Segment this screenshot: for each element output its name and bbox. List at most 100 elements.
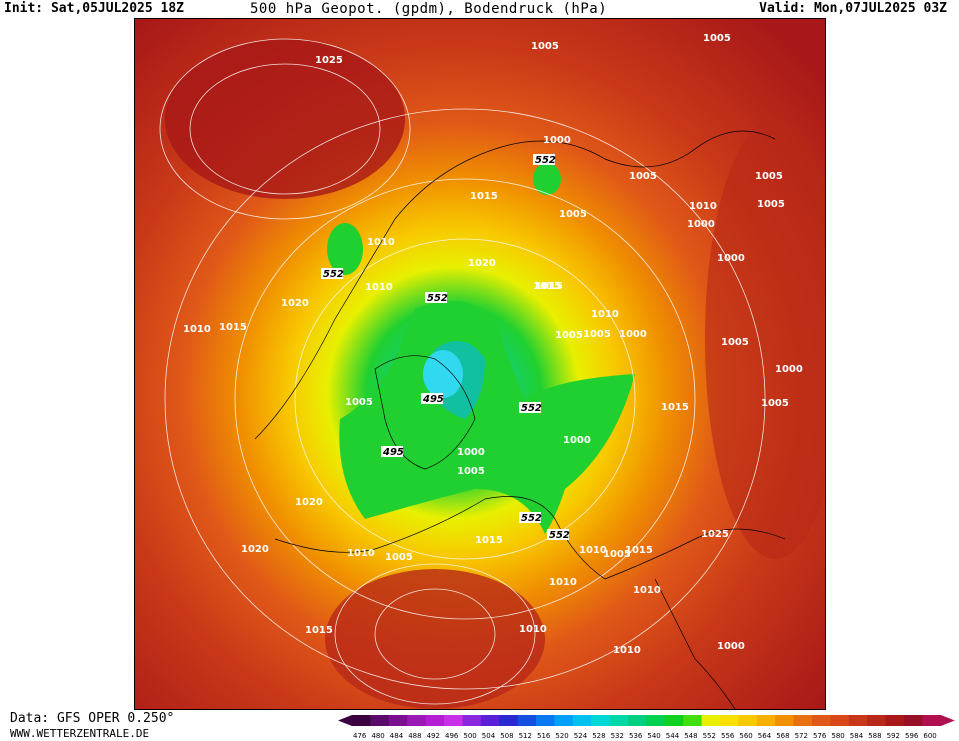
legend-swatch — [848, 715, 868, 726]
legend-swatch — [720, 715, 739, 726]
geopotential-label: 552 — [427, 293, 448, 304]
legend-arrow-right — [940, 715, 955, 726]
isobar-label: 1010 — [689, 201, 717, 212]
geopotential-label-bg — [425, 292, 447, 303]
isobar-label: 1020 — [295, 497, 323, 508]
isobar-label: 1010 — [633, 585, 661, 596]
isobar-label: 1005 — [531, 41, 559, 52]
isobar-label: 1005 — [385, 552, 413, 563]
legend-tick-label: 504 — [482, 732, 496, 740]
legend-swatch — [407, 715, 427, 726]
legend-tick-label: 508 — [500, 732, 513, 740]
legend-swatch — [775, 715, 795, 726]
geopotential-label: 552 — [549, 530, 570, 541]
legend-tick-label: 580 — [831, 732, 844, 740]
isobar-label: 1000 — [619, 329, 647, 340]
legend-swatch — [536, 715, 555, 726]
legend-swatch — [904, 715, 923, 726]
legend-tick-label: 592 — [887, 732, 900, 740]
legend-tick-label: 524 — [574, 732, 588, 740]
isobar-label: 1015 — [533, 281, 561, 292]
legend-tick-label: 536 — [629, 732, 643, 740]
legend-tick-label: 488 — [408, 732, 421, 740]
legend-tick-label: 568 — [776, 732, 789, 740]
weather-map[interactable]: 1025 1005 1005 1000 1005 1005 1005 1010 1015 1005… — [134, 18, 826, 710]
isobar-label: 1025 — [315, 55, 343, 66]
legend-swatch — [572, 715, 592, 726]
isobar-label: 1000 — [717, 253, 745, 264]
legend-tick-label: 532 — [611, 732, 624, 740]
legend-tick-label: 520 — [555, 732, 568, 740]
isobar-label: 1025 — [701, 529, 729, 540]
legend-tick-label: 576 — [813, 732, 827, 740]
init-time-label: Init: Sat,05JUL2025 18Z — [4, 1, 185, 16]
legend-swatch — [867, 715, 887, 726]
legend-tick-label: 476 — [353, 732, 367, 740]
legend-tick-label: 528 — [592, 732, 605, 740]
isobar-label: 1005 — [629, 171, 657, 182]
isobar-label: 1005 — [757, 199, 785, 210]
website-label: WWW.WETTERZENTRALE.DE — [10, 727, 150, 740]
legend-swatch — [793, 715, 813, 726]
legend-swatch — [480, 715, 500, 726]
geopotential-label-bg — [519, 512, 541, 523]
geopotential-label-bg — [381, 446, 403, 457]
legend-swatch — [554, 715, 574, 726]
isobar-label: 1000 — [687, 219, 715, 230]
legend-tick-label: 560 — [739, 732, 752, 740]
geopotential-label: 552 — [323, 269, 344, 280]
legend-swatch — [922, 715, 942, 726]
geopotential-label-bg — [533, 154, 555, 165]
isobar-label: 1005 — [457, 466, 485, 477]
legend-swatch — [352, 715, 371, 726]
legend-swatch — [664, 715, 684, 726]
legend-swatch — [885, 715, 905, 726]
legend-swatch — [370, 715, 390, 726]
legend-swatch — [646, 715, 666, 726]
isobar-label: 1010 — [367, 237, 395, 248]
isobar-label: 1020 — [468, 258, 496, 269]
isobar-label: 1015 — [305, 625, 333, 636]
legend-tick-label: 552 — [703, 732, 716, 740]
legend-tick-label: 588 — [868, 732, 881, 740]
legend-swatch — [812, 715, 831, 726]
isobars — [159, 38, 766, 705]
valid-time-label: Valid: Mon,07JUL2025 03Z — [759, 1, 947, 16]
isobar-label: 1015 — [661, 402, 689, 413]
geopotential-label-bg — [321, 268, 343, 279]
isobar-label: 1010 — [579, 545, 607, 556]
legend-tick-label: 600 — [923, 732, 936, 740]
geopotential-label-bg — [421, 393, 443, 404]
trough-green-zone — [327, 163, 635, 534]
isobar-label: 1015 — [470, 191, 498, 202]
legend-swatch — [738, 715, 758, 726]
legend-tick-label: 500 — [463, 732, 476, 740]
geopotential-label: 552 — [521, 403, 542, 414]
legend-tick-label: 572 — [795, 732, 808, 740]
isobar-label: 1010 — [519, 624, 547, 635]
legend-swatch — [462, 715, 482, 726]
isobar-label: 1015 — [219, 322, 247, 333]
isobar-label: 1005 — [761, 398, 789, 409]
legend-tick-label: 556 — [721, 732, 735, 740]
legend-tick-label: 540 — [647, 732, 660, 740]
legend-tick-label: 584 — [850, 732, 864, 740]
legend-swatch — [499, 715, 519, 726]
legend-swatch — [388, 715, 408, 726]
geopotential-label: 552 — [521, 513, 542, 524]
geopotential-field: 1025 1005 1005 1000 1005 1005 1005 1010 1015 1005… — [135, 19, 825, 709]
legend-tick-label: 512 — [519, 732, 532, 740]
isobar-label: 1010 — [613, 645, 641, 656]
legend-swatch — [444, 715, 463, 726]
legend-swatch — [609, 715, 629, 726]
coastlines — [254, 130, 786, 709]
data-source-label: Data: GFS OPER 0.250° — [10, 711, 175, 726]
geopotential-label-bg — [519, 402, 541, 413]
legend-tick-label: 484 — [390, 732, 404, 740]
isobar-label: 1005 — [583, 329, 611, 340]
legend-tick-label: 544 — [666, 732, 680, 740]
geopotential-label: 495 — [382, 447, 404, 458]
legend-tick-label: 492 — [427, 732, 440, 740]
isobar-label: 1000 — [775, 364, 803, 375]
legend-swatch — [701, 715, 721, 726]
